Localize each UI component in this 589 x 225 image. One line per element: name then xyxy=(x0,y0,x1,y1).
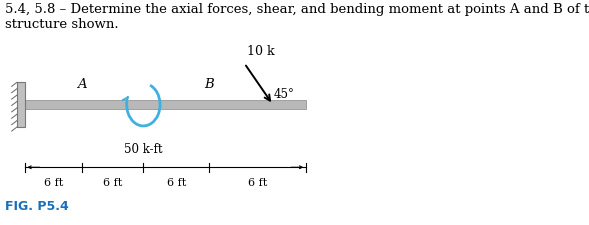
Text: A: A xyxy=(77,79,87,92)
Bar xyxy=(25,100,306,109)
Text: 6 ft: 6 ft xyxy=(103,178,123,188)
Text: 6 ft: 6 ft xyxy=(248,178,267,188)
Text: FIG. P5.4: FIG. P5.4 xyxy=(5,200,69,213)
Text: 45°: 45° xyxy=(274,88,294,101)
Bar xyxy=(17,82,25,127)
Text: 50 k-ft: 50 k-ft xyxy=(124,143,163,156)
Text: 5.4, 5.8 – Determine the axial forces, shear, and bending moment at points A and: 5.4, 5.8 – Determine the axial forces, s… xyxy=(5,3,589,31)
Text: 10 k: 10 k xyxy=(247,45,274,58)
Text: 6 ft: 6 ft xyxy=(167,178,186,188)
Text: 6 ft: 6 ft xyxy=(44,178,63,188)
Text: B: B xyxy=(204,79,214,92)
